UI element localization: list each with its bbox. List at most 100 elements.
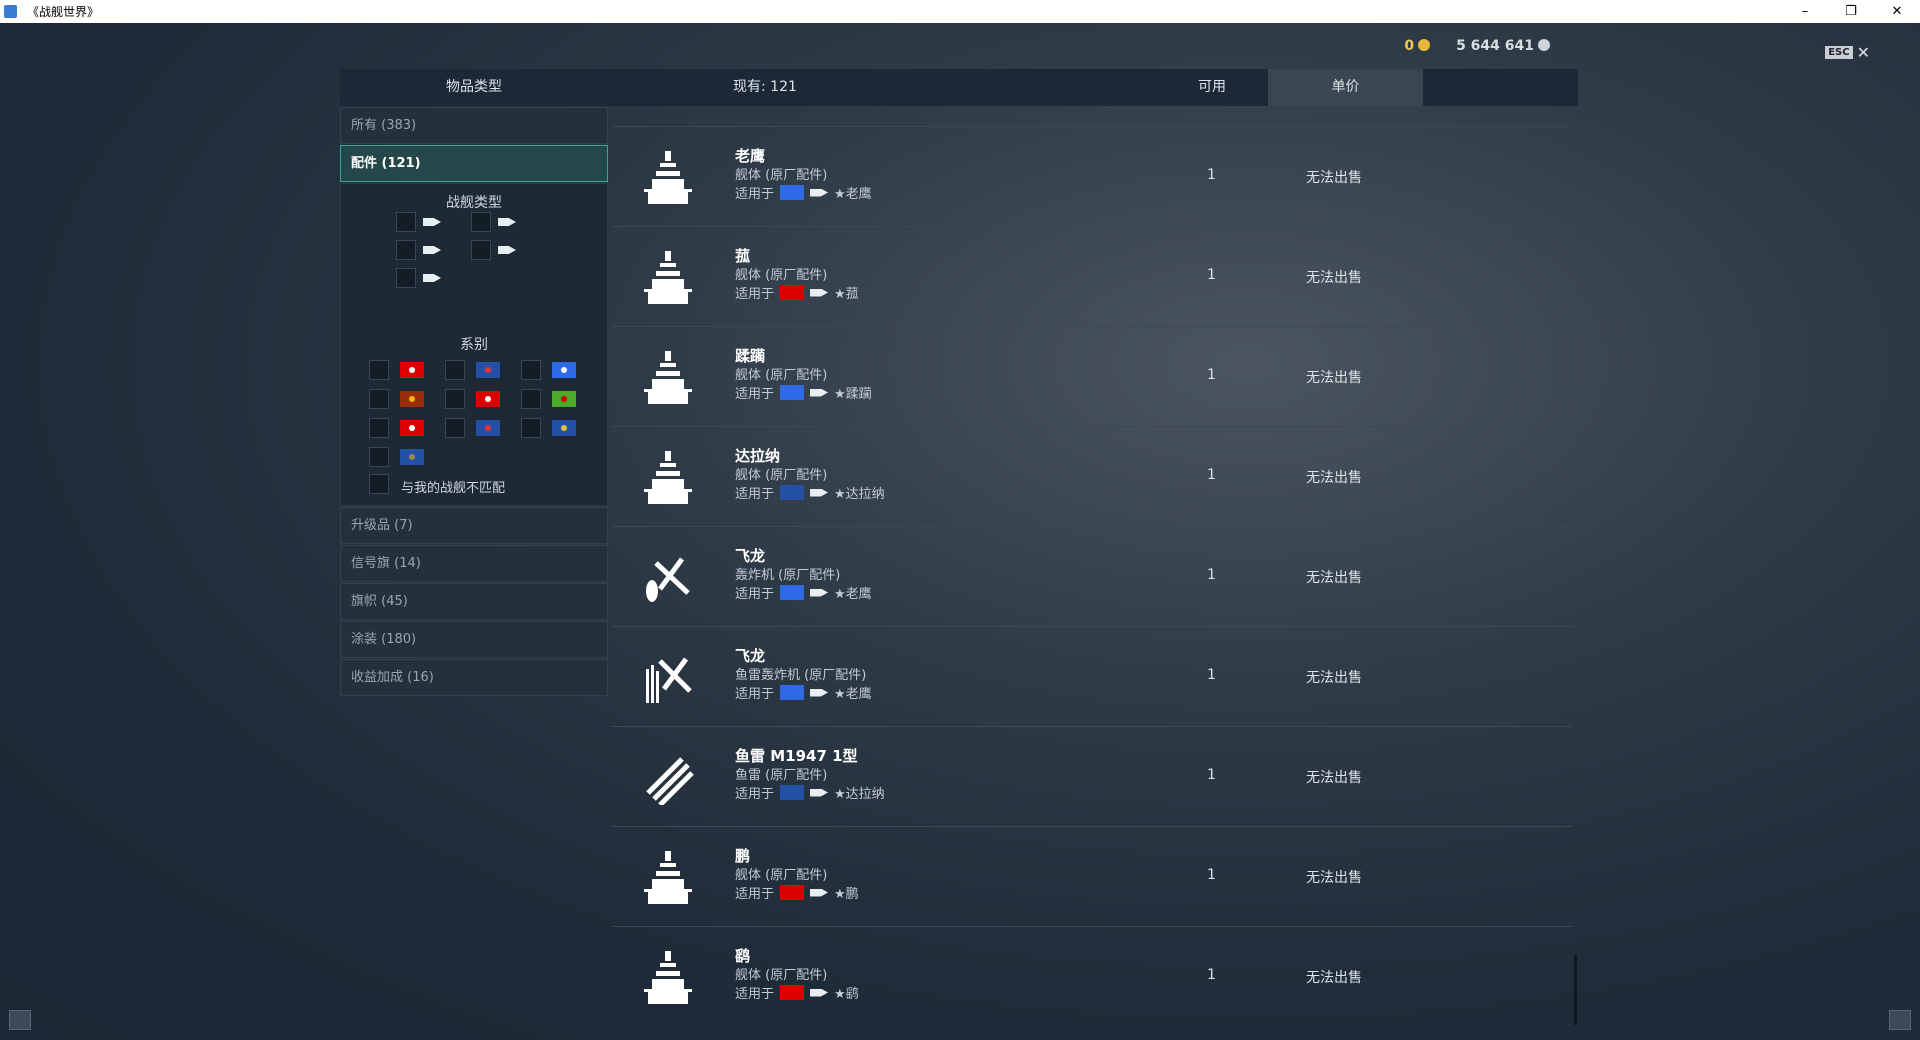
unit-price: 无法出售 [1306,470,1362,486]
table-header: 物品类型 现有: 121 可用 单价 [340,69,1578,106]
ship-type-icon [810,688,829,697]
chat-button[interactable] [9,1010,31,1030]
nation-flag-icon [476,391,500,407]
ship-type-icon [810,188,829,197]
ship-type-checkbox[interactable] [471,212,491,232]
credits-balance: 5 644 641 [1456,38,1550,54]
esc-key-label: ESC [1825,46,1853,59]
currency-display: 0 5 644 641 [1404,38,1550,54]
applies-ship: ★达拉纳 [834,487,885,502]
applies-label: 适用于 [735,987,775,1002]
ship-type-icon [810,388,829,397]
ship-type-title: 战舰类型 [446,195,502,211]
close-window-button[interactable]: ✕ [1891,4,1903,19]
item-type: 舰体 (原厂配件) [735,168,828,183]
nation-checkbox[interactable] [369,360,389,380]
nation-flag-icon [780,985,805,1000]
filter-panel: 战舰类型 系别 与我的战舰不匹配 [340,183,608,506]
nation-checkbox[interactable] [521,389,541,409]
unit-price: 无法出售 [1306,770,1362,786]
list-item[interactable]: 鹞 舰体 (原厂配件) 适用于 ★鹞 1 无法出售 [612,926,1572,1026]
list-item[interactable]: 蹂躏 舰体 (原厂配件) 适用于 ★蹂躏 1 无法出售 [612,326,1572,426]
sidebar-item[interactable]: 收益加成 (16) [340,659,608,696]
nation-flag-icon [400,449,424,465]
item-name: 飞龙 [735,547,766,565]
nation-checkbox[interactable] [445,360,465,380]
esc-close-button[interactable]: ESC ✕ [1825,43,1870,62]
available-count: 1 [1207,867,1216,883]
nation-flag-icon [552,362,576,378]
unit-price: 无法出售 [1306,170,1362,186]
torpedo-icon [642,749,694,807]
sidebar-item[interactable]: 旗帜 (45) [340,583,608,620]
ship-type-checkbox[interactable] [471,240,491,260]
torpedo-bomber-icon [642,649,694,705]
ship-type-icon [810,788,829,797]
nation-checkbox[interactable] [369,389,389,409]
item-name: 菰 [735,247,751,265]
item-name: 蹂躏 [735,347,766,365]
mismatch-checkbox[interactable] [369,474,389,494]
applies-label: 适用于 [735,887,775,902]
available-count: 1 [1207,267,1216,283]
applies-ship: ★蹂躏 [834,387,872,402]
list-item[interactable]: 鹏 舰体 (原厂配件) 适用于 ★鹏 1 无法出售 [612,826,1572,926]
ship-icon [642,149,694,205]
list-item[interactable]: 老鹰 舰体 (原厂配件) 适用于 ★老鹰 1 无法出售 [612,126,1572,226]
applies-to: 适用于 ★达拉纳 [735,483,885,502]
applies-ship: ★老鹰 [834,687,872,702]
available-count: 1 [1207,467,1216,483]
nation-checkbox[interactable] [521,418,541,438]
item-list: 老鹰 舰体 (原厂配件) 适用于 ★老鹰 1 无法出售 菰 舰体 (原厂配件) 适… [612,126,1572,1026]
list-item[interactable]: 鱼雷 M1947 1型 鱼雷 (原厂配件) 适用于 ★达拉纳 1 无法出售 [612,726,1572,826]
sidebar-item[interactable]: 升级品 (7) [340,507,608,544]
item-name: 鱼雷 M1947 1型 [735,747,858,765]
list-item[interactable]: 飞龙 鱼雷轰炸机 (原厂配件) 适用于 ★老鹰 1 无法出售 [612,626,1572,726]
item-name: 鹏 [735,847,751,865]
sidebar-item[interactable]: 所有 (383) [340,107,608,144]
restore-button[interactable]: ❐ [1845,4,1857,19]
applies-to: 适用于 ★鹞 [735,983,859,1002]
applies-label: 适用于 [735,587,775,602]
mismatch-label: 与我的战舰不匹配 [401,481,506,496]
list-item[interactable]: 飞龙 轰炸机 (原厂配件) 适用于 ★老鹰 1 无法出售 [612,526,1572,626]
ship-icon [642,449,694,505]
sidebar-item[interactable]: 配件 (121) [340,145,608,182]
applies-to: 适用于 ★蹂躏 [735,383,872,402]
applies-to: 适用于 ★老鹰 [735,683,872,702]
ship-type-checkbox[interactable] [396,212,416,232]
notifications-button[interactable] [1889,1010,1911,1030]
scrollbar[interactable] [1574,955,1577,1025]
list-item[interactable]: 菰 舰体 (原厂配件) 适用于 ★菰 1 无法出售 [612,226,1572,326]
available-count: 1 [1207,167,1216,183]
nation-flag-icon [476,362,500,378]
ship-type-icon [810,888,829,897]
item-type: 舰体 (原厂配件) [735,868,828,883]
unit-price: 无法出售 [1306,870,1362,886]
nation-checkbox[interactable] [445,389,465,409]
window-title: 《战舰世界》 [27,5,100,19]
nation-checkbox[interactable] [445,418,465,438]
nation-checkbox[interactable] [369,447,389,467]
header-unit-price[interactable]: 单价 [1268,69,1423,106]
minimize-button[interactable]: – [1801,4,1809,19]
nation-checkbox[interactable] [521,360,541,380]
header-available[interactable]: 可用 [1198,79,1226,95]
ship-type-checkbox[interactable] [396,240,416,260]
applies-label: 适用于 [735,187,775,202]
applies-to: 适用于 ★老鹰 [735,583,872,602]
ship-icon [642,249,694,305]
ship-icon [642,349,694,405]
gold-coin-icon [1418,39,1431,51]
ship-type-checkbox[interactable] [396,268,416,288]
credits-coin-icon [1538,39,1550,51]
available-count: 1 [1207,567,1216,583]
list-item[interactable]: 达拉纳 舰体 (原厂配件) 适用于 ★达拉纳 1 无法出售 [612,426,1572,526]
nation-checkbox[interactable] [369,418,389,438]
unit-price: 无法出售 [1306,270,1362,286]
ship-type-icon [810,288,829,297]
sidebar-item[interactable]: 涂装 (180) [340,621,608,658]
nation-flag-icon [780,485,805,500]
sidebar-item[interactable]: 信号旗 (14) [340,545,608,582]
applies-ship: ★老鹰 [834,587,872,602]
